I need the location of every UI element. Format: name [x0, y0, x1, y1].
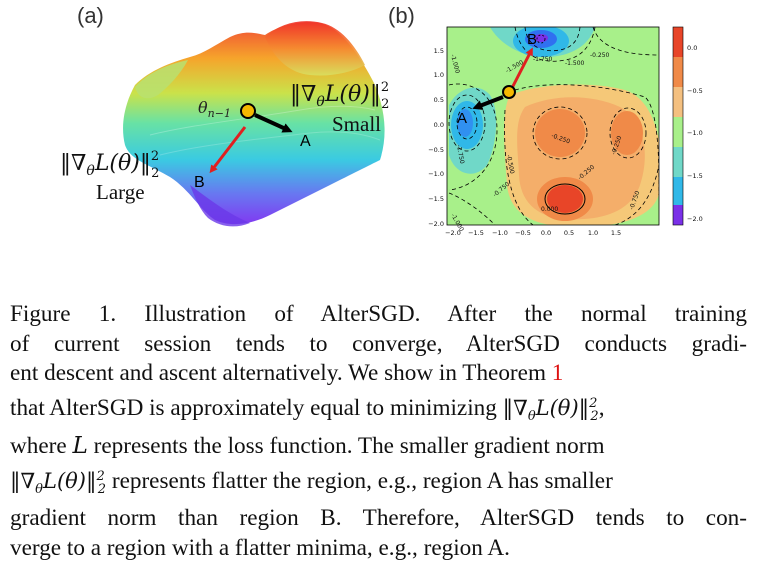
surface-basin [190, 185, 250, 227]
caption-line: verge to a region with a flatter minima,… [10, 534, 510, 561]
red-arrow-b [509, 47, 533, 91]
y-tick: −1.5 [428, 195, 444, 203]
theorem-ref-link[interactable]: 1 [551, 360, 564, 386]
panel-b-label: (b) [388, 3, 415, 28]
contour-label: -1.750 [533, 56, 553, 63]
colorbar-tick: −1.0 [687, 129, 703, 137]
surface-peak [265, 21, 365, 76]
caption-line: gradient norm than region B. Therefore, … [10, 505, 747, 532]
loss-surface-illustration: θn−1 A B ‖∇θL(θ)‖2 2 Large ‖∇θL(θ)‖2 2 Sma… [60, 21, 389, 227]
current-point-b [502, 85, 516, 99]
contour-plot: -1.750 -1.500 -1.500 -0.250 -0.250 -0.50… [428, 26, 703, 237]
black-arrow [254, 113, 293, 133]
colorbar-tick: −0.5 [687, 87, 703, 95]
large-label: Large [96, 180, 145, 204]
x-tick: 1.5 [611, 229, 621, 237]
y-tick: −2.0 [428, 220, 444, 228]
y-tick: 1.5 [434, 47, 444, 55]
black-arrow-b [472, 95, 504, 110]
norm-large: ‖∇θL(θ)‖2 2 [60, 149, 159, 181]
point-b-label: B [194, 174, 205, 191]
colorbar-tick: −1.5 [687, 172, 703, 180]
x-tick: 1.0 [588, 229, 598, 237]
contour-label: -1.500 [565, 60, 585, 67]
panel-a-label: (a) [77, 3, 104, 28]
contour-label: -1.000 [449, 54, 461, 75]
contour-label: -0.250 [590, 52, 610, 59]
contour-label: -1.750 [455, 144, 465, 164]
surface-left-bump [135, 60, 188, 99]
norm-small: ‖∇θL(θ)‖2 2 [290, 80, 389, 112]
y-tick: 0.5 [434, 96, 444, 104]
x-tick: −1.5 [468, 229, 484, 237]
small-label: Small [332, 112, 381, 136]
y-tick: 1.0 [434, 71, 444, 79]
caption-line: that AlterSGD is approximately equal to … [10, 394, 605, 424]
point-a-label-b: A [457, 110, 467, 127]
y-tick: 0.0 [434, 121, 444, 129]
x-tick: 0.5 [564, 229, 574, 237]
red-arrow [209, 126, 247, 174]
caption-line: Figure 1. Illustration of AlterSGD. Afte… [10, 301, 747, 327]
caption-line: of current session tends to converge, Al… [10, 330, 747, 357]
gradient-norm-expr: ‖∇θL(θ)‖22 [502, 395, 599, 424]
colorbar-tick: 0.0 [687, 44, 697, 52]
colorbar [672, 26, 684, 226]
figure-caption: Figure 1. Illustration of AlterSGD. Afte… [10, 300, 747, 563]
caption-line: ‖∇θL(θ)‖22 represents flatter the region… [10, 467, 613, 497]
x-tick: −2.0 [445, 229, 461, 237]
gradient-norm-expr: ‖∇θL(θ)‖22 [10, 468, 107, 497]
theta-label: θn−1 [198, 98, 231, 120]
y-tick: −0.5 [428, 146, 444, 154]
point-a-label: A [300, 133, 311, 150]
contour-label: 0.000 [541, 206, 558, 213]
current-point [240, 103, 256, 119]
point-b-label-b: B [527, 31, 537, 48]
x-tick: −1.0 [492, 229, 508, 237]
colorbar-tick: −2.0 [687, 215, 703, 223]
y-tick: −1.0 [428, 170, 444, 178]
caption-line: where L represents the loss function. Th… [10, 432, 605, 460]
x-tick: −0.5 [515, 229, 531, 237]
contour-label: -0.500 [505, 154, 515, 174]
caption-line: ent descent and ascent alternatively. We… [10, 360, 564, 386]
x-tick: 0.0 [541, 229, 551, 237]
